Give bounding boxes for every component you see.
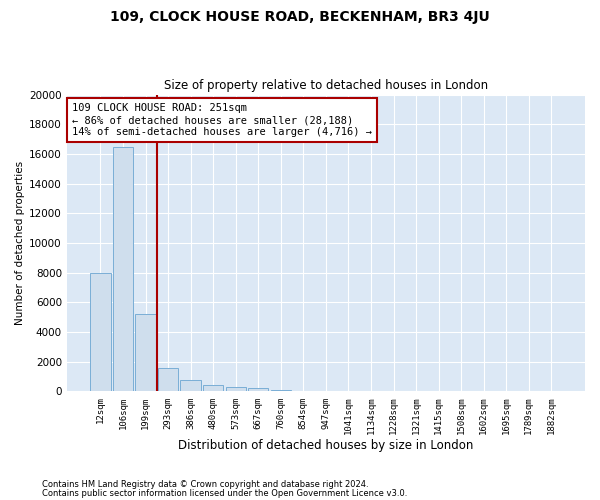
Text: 109, CLOCK HOUSE ROAD, BECKENHAM, BR3 4JU: 109, CLOCK HOUSE ROAD, BECKENHAM, BR3 4J… [110,10,490,24]
Text: Contains public sector information licensed under the Open Government Licence v3: Contains public sector information licen… [42,488,407,498]
Bar [226,387,246,392]
Bar [293,390,313,392]
Bar [203,385,223,392]
Text: Contains HM Land Registry data © Crown copyright and database right 2024.: Contains HM Land Registry data © Crown c… [42,480,368,489]
Text: 109 CLOCK HOUSE ROAD: 251sqm
← 86% of detached houses are smaller (28,188)
14% o: 109 CLOCK HOUSE ROAD: 251sqm ← 86% of de… [72,104,372,136]
Bar [271,390,291,392]
Title: Size of property relative to detached houses in London: Size of property relative to detached ho… [164,79,488,92]
Y-axis label: Number of detached properties: Number of detached properties [15,161,25,325]
Bar [113,146,133,392]
Bar [248,388,268,392]
Bar [136,314,156,392]
Bar [91,272,110,392]
Bar [158,368,178,392]
X-axis label: Distribution of detached houses by size in London: Distribution of detached houses by size … [178,440,473,452]
Bar [181,380,201,392]
